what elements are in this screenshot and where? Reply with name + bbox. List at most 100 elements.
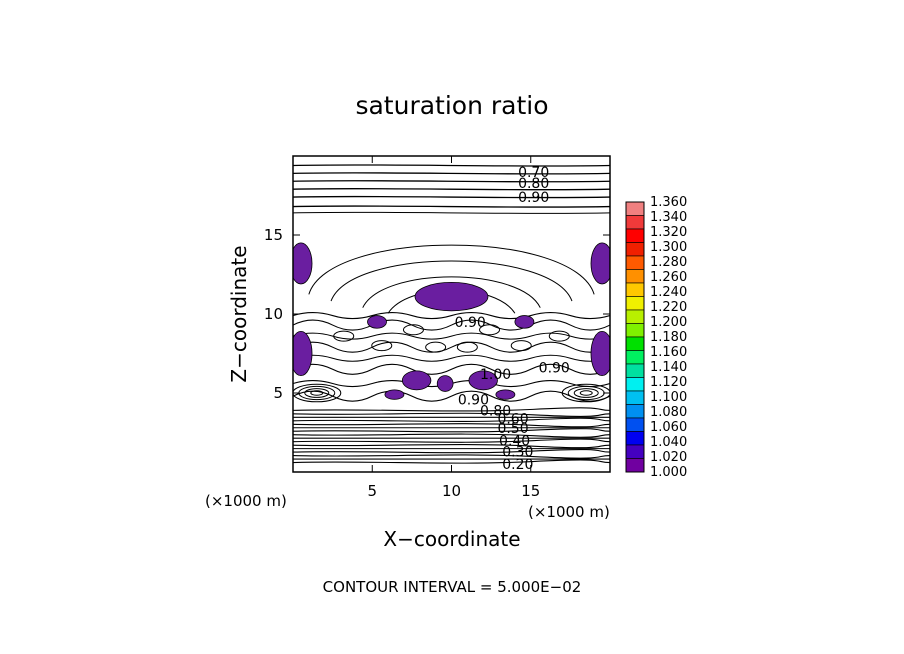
contour-line bbox=[293, 354, 610, 362]
contour-line bbox=[362, 276, 541, 308]
colorbar-label: 1.120 bbox=[650, 375, 687, 390]
x-axis-ticks: 5 10 15 bbox=[367, 156, 540, 500]
colorbar-label: 1.200 bbox=[650, 315, 687, 330]
contour-line bbox=[293, 428, 610, 433]
supersaturated-region bbox=[293, 330, 313, 377]
contour-label: 0.90 bbox=[539, 361, 570, 377]
colorbar-label: 1.100 bbox=[650, 390, 687, 405]
contour-line bbox=[293, 211, 610, 214]
colorbar-label: 1.160 bbox=[650, 345, 687, 360]
contour-line bbox=[293, 180, 610, 183]
colorbar-swatch bbox=[625, 350, 645, 365]
contour-label: 0.70 bbox=[518, 165, 549, 181]
colorbar-swatch bbox=[625, 296, 645, 311]
contour-loop bbox=[310, 390, 324, 396]
colorbar-swatch bbox=[625, 458, 645, 473]
colorbar-label: 1.360 bbox=[650, 195, 687, 210]
contour-label: 0.60 bbox=[497, 411, 528, 427]
contour-line bbox=[293, 172, 610, 175]
y-tick-label: 5 bbox=[273, 384, 283, 402]
contour-label: 1.00 bbox=[480, 367, 511, 383]
contour-line bbox=[293, 312, 610, 320]
contour-loop bbox=[579, 390, 593, 396]
colorbar-swatch bbox=[625, 444, 645, 459]
contour-label: 0.90 bbox=[455, 315, 486, 331]
colorbar-label: 1.180 bbox=[650, 330, 687, 345]
contour-loop bbox=[456, 341, 478, 353]
y-axis-ticks: 5 10 15 bbox=[264, 226, 610, 402]
colorbar-swatch bbox=[625, 215, 645, 230]
contour-line bbox=[293, 459, 610, 464]
contour-lines bbox=[293, 164, 610, 464]
colorbar-label: 1.060 bbox=[650, 420, 687, 435]
colorbar-label: 1.280 bbox=[650, 255, 687, 270]
colorbar-swatch bbox=[625, 242, 645, 257]
x-tick-label: 10 bbox=[442, 482, 461, 500]
x-tick-label: 5 bbox=[367, 482, 377, 500]
colorbar-label: 1.300 bbox=[650, 240, 687, 255]
colorbar-label: 1.260 bbox=[650, 270, 687, 285]
colorbar-swatch bbox=[625, 404, 645, 419]
colorbar-swatch bbox=[625, 417, 645, 432]
contour-loop bbox=[304, 388, 330, 398]
colorbar-frame bbox=[625, 201, 645, 473]
contour-loop bbox=[510, 340, 532, 352]
contour-labels: 0.700.800.900.901.00 0.900.900.800.600.50… bbox=[455, 165, 570, 473]
x-unit-right: (×1000 m) bbox=[528, 503, 610, 521]
contour-loop bbox=[573, 388, 599, 398]
contour-line bbox=[293, 448, 610, 454]
x-axis-label: X−coordinate bbox=[383, 527, 520, 551]
y-axis-label: Z−coordinate bbox=[227, 245, 251, 382]
colorbar-label: 1.340 bbox=[650, 210, 687, 225]
contour-label: 0.80 bbox=[480, 403, 511, 419]
y-tick-label: 10 bbox=[264, 305, 283, 323]
contour-line bbox=[308, 244, 595, 295]
supersaturated-region bbox=[590, 242, 610, 285]
colorbar-label: 1.140 bbox=[650, 360, 687, 375]
supersaturated-region bbox=[468, 370, 498, 391]
x-tick-label: 15 bbox=[521, 482, 540, 500]
contour-loop bbox=[548, 330, 570, 342]
colorbar: 1.3601.3401.3201.3001.2801.2601.2401.220… bbox=[625, 195, 687, 480]
contour-loop bbox=[425, 341, 447, 353]
contour-label: 0.80 bbox=[518, 176, 549, 192]
colorbar-label: 1.220 bbox=[650, 300, 687, 315]
supersaturated-region bbox=[514, 315, 535, 329]
colorbar-swatch bbox=[625, 309, 645, 324]
contour-line bbox=[293, 390, 610, 402]
contour-line bbox=[293, 407, 610, 412]
colorbar-swatch bbox=[625, 390, 645, 405]
contour-line bbox=[293, 363, 610, 375]
contour-line bbox=[293, 417, 610, 422]
contour-label: 0.90 bbox=[458, 392, 489, 408]
contour-line bbox=[293, 341, 610, 353]
colorbar-swatch bbox=[625, 282, 645, 297]
colorbar-swatch bbox=[625, 336, 645, 351]
contour-line bbox=[293, 438, 610, 443]
y-tick-label: 15 bbox=[264, 226, 283, 244]
contour-line bbox=[293, 319, 610, 331]
contour-line bbox=[293, 195, 610, 199]
supersaturated-region bbox=[367, 315, 387, 329]
colorbar-swatch bbox=[625, 269, 645, 284]
contour-line bbox=[330, 260, 573, 302]
contour-loop bbox=[561, 383, 610, 403]
supersaturated-region bbox=[401, 370, 432, 391]
colorbar-swatch bbox=[625, 228, 645, 243]
contour-line bbox=[293, 164, 610, 167]
contour-loop bbox=[293, 383, 342, 403]
contour-loop bbox=[479, 324, 501, 336]
x-unit-left: (×1000 m) bbox=[205, 492, 287, 510]
colorbar-swatch bbox=[625, 255, 645, 270]
contour-loop bbox=[402, 324, 424, 336]
contour-line bbox=[293, 412, 610, 417]
supersaturated-region bbox=[384, 389, 405, 400]
colorbar-swatch bbox=[625, 377, 645, 392]
contour-label: 0.30 bbox=[502, 444, 533, 460]
contour-line bbox=[293, 443, 610, 449]
contour-loop bbox=[333, 330, 355, 342]
supersaturated-region bbox=[590, 330, 610, 377]
colorbar-label: 1.020 bbox=[650, 450, 687, 465]
contour-label: 0.40 bbox=[499, 433, 530, 449]
